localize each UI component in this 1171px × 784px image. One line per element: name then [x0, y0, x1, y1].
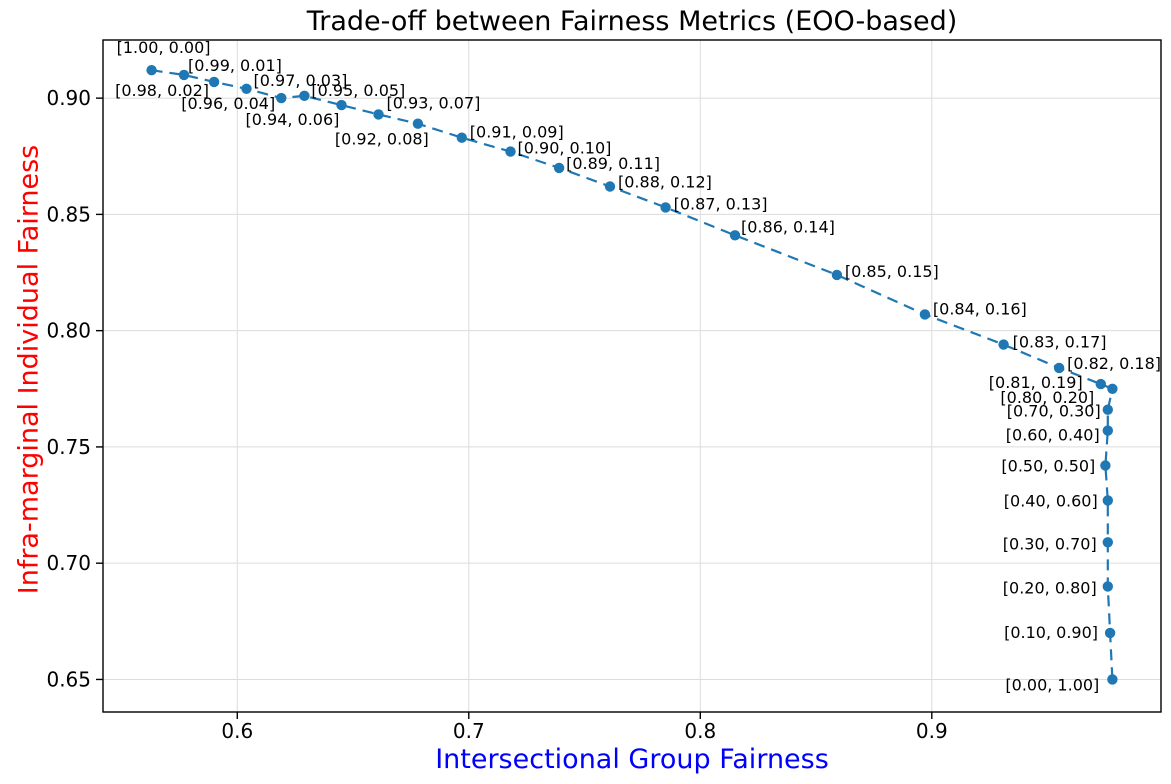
point-annotation: [0.30, 0.70]: [1003, 534, 1097, 553]
point-annotation: [0.81, 0.19]: [989, 373, 1083, 392]
data-point: [998, 339, 1009, 350]
x-tick-label: 0.9: [916, 719, 948, 743]
data-point: [1102, 537, 1114, 548]
data-point: [208, 76, 220, 88]
gridlines: [103, 40, 1161, 712]
chart-title: Trade-off between Fairness Metrics (EOO-…: [306, 6, 958, 37]
point-annotation: [0.88, 0.12]: [618, 173, 712, 192]
point-annotation: [0.70, 0.30]: [1007, 402, 1101, 421]
data-point: [241, 83, 252, 95]
data-point: [1102, 404, 1114, 415]
data-point: [299, 90, 310, 102]
point-annotation: [0.60, 0.40]: [1006, 426, 1100, 445]
data-point: [1102, 495, 1114, 506]
y-tick-label: 0.65: [46, 667, 91, 691]
data-point: [1107, 674, 1118, 685]
point-annotation: [0.98, 0.02]: [115, 81, 209, 100]
point-annotation: [0.89, 0.11]: [566, 154, 660, 173]
data-point: [336, 99, 347, 111]
data-point: [1102, 581, 1114, 592]
data-point: [146, 65, 157, 76]
x-tick-label: 0.8: [684, 719, 716, 743]
data-point: [373, 109, 384, 120]
point-annotation: [0.84, 0.16]: [933, 299, 1027, 318]
point-annotation: [0.80, 0.20]: [1000, 388, 1094, 407]
x-axis-ticks: 0.6 0.7 0.8 0.9: [221, 712, 948, 743]
point-annotation: [0.83, 0.17]: [1013, 333, 1107, 352]
data-point: [660, 202, 671, 213]
data-point: [1107, 383, 1118, 394]
y-axis-label: Infra-marginal Individual Fairness: [13, 144, 45, 595]
point-annotation: [0.40, 0.60]: [1004, 491, 1098, 510]
data-point: [276, 92, 287, 104]
tradeoff-curve: [151, 69, 1114, 680]
data-point: [1095, 378, 1107, 390]
point-annotation: [0.94, 0.06]: [246, 110, 340, 129]
x-tick-label: 0.7: [453, 719, 485, 743]
data-point: [505, 146, 516, 157]
point-annotation: [0.10, 0.90]: [1004, 623, 1098, 642]
y-tick-label: 0.80: [46, 319, 91, 343]
y-tick-label: 0.90: [46, 86, 91, 110]
data-point: [604, 181, 616, 192]
point-annotation: [0.92, 0.08]: [335, 130, 429, 149]
point-annotation: [0.87, 0.13]: [674, 194, 768, 213]
data-point: [919, 309, 931, 320]
point-annotation: [0.85, 0.15]: [845, 262, 939, 281]
point-annotation: [1.00, 0.00]: [117, 38, 211, 57]
axes-frame: [102, 39, 1162, 713]
y-tick-label: 0.85: [46, 202, 91, 226]
point-annotation: [0.99, 0.01]: [188, 56, 282, 75]
data-point: [1053, 362, 1065, 374]
point-annotation: [0.20, 0.80]: [1003, 578, 1097, 597]
point-annotation: [0.91, 0.09]: [470, 123, 564, 142]
point-annotation: [0.95, 0.05]: [311, 81, 405, 100]
data-point: [178, 69, 190, 81]
data-point: [729, 230, 741, 241]
data-point: [456, 132, 467, 143]
x-axis-label: Intersectional Group Fairness: [435, 744, 829, 775]
point-annotations: [1.00, 0.00][0.99, 0.01][0.98, 0.02][0.9…: [115, 38, 1161, 694]
data-point: [831, 269, 843, 281]
point-annotation: [0.96, 0.04]: [181, 94, 275, 113]
point-annotation: [0.90, 0.10]: [518, 139, 612, 158]
data-point: [1102, 425, 1114, 436]
data-points: [146, 65, 1118, 685]
data-point: [553, 162, 565, 174]
data-point: [1100, 460, 1111, 471]
point-annotation: [0.86, 0.14]: [741, 217, 835, 236]
y-tick-label: 0.70: [46, 551, 91, 575]
point-annotation: [0.93, 0.07]: [387, 93, 481, 112]
y-tick-label: 0.75: [46, 435, 91, 459]
point-annotation: [0.82, 0.18]: [1067, 354, 1161, 373]
point-annotation: [0.00, 1.00]: [1005, 675, 1099, 694]
data-point: [412, 118, 424, 129]
data-point: [1104, 627, 1116, 639]
y-axis-ticks: 0.65 0.70 0.75 0.80 0.85 0.90: [46, 86, 103, 691]
x-tick-label: 0.6: [221, 719, 253, 743]
point-annotation: [0.97, 0.03]: [254, 71, 348, 90]
point-annotation: [0.50, 0.50]: [1001, 457, 1095, 476]
